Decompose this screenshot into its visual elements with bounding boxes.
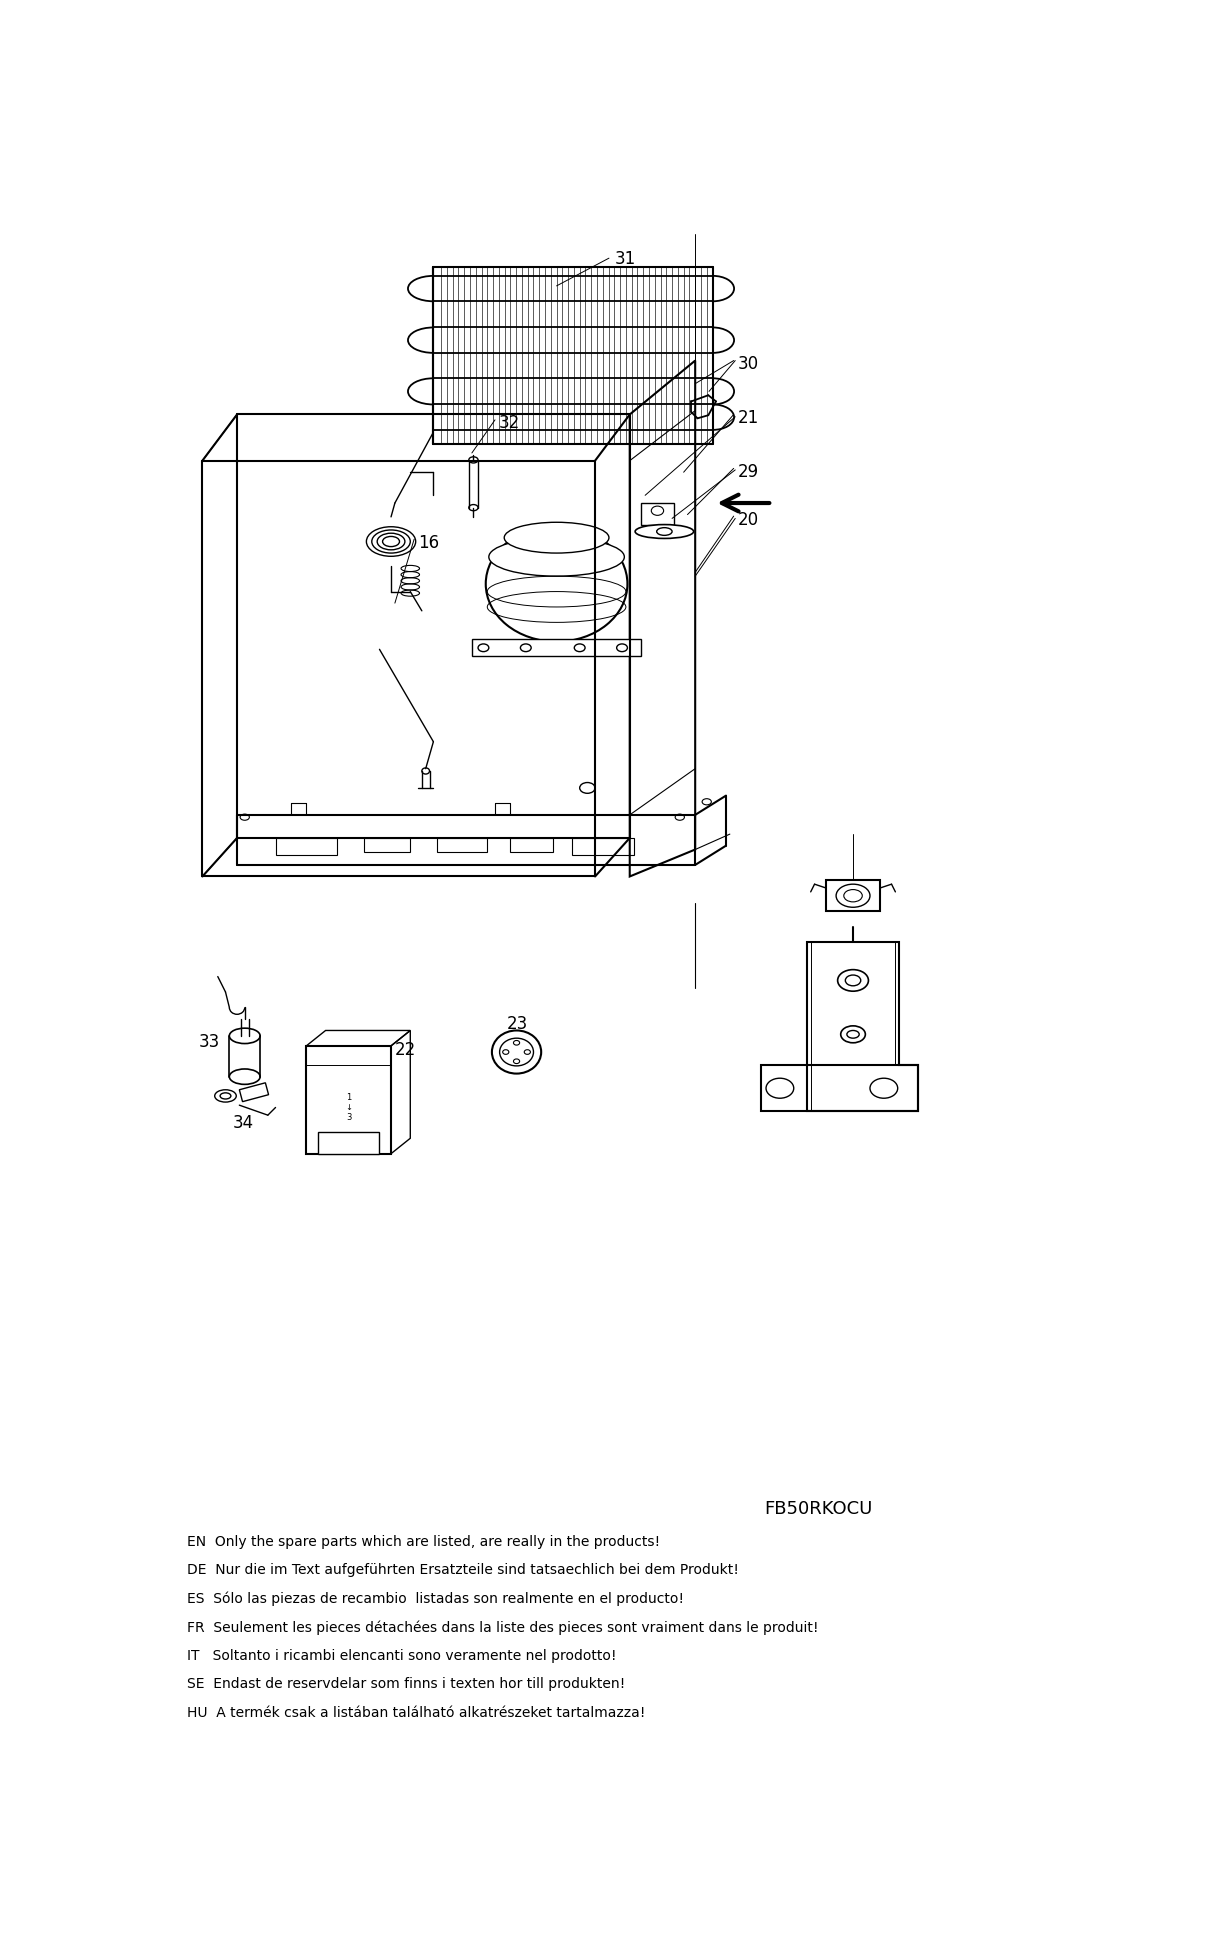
Text: FR  Seulement les pieces détachées dans la liste des pieces sont vraiment dans l: FR Seulement les pieces détachées dans l… xyxy=(187,1621,818,1635)
Bar xyxy=(642,502,674,525)
Bar xyxy=(276,839,337,854)
Ellipse shape xyxy=(870,1078,898,1098)
Text: DE  Nur die im Text aufgeführten Ersatzteile sind tatsaechlich bei dem Produkt!: DE Nur die im Text aufgeführten Ersatzte… xyxy=(187,1563,739,1578)
Text: IT   Soltanto i ricambi elencanti sono veramente nel prodotto!: IT Soltanto i ricambi elencanti sono ver… xyxy=(187,1648,616,1662)
Text: 29: 29 xyxy=(737,463,758,481)
Text: 30: 30 xyxy=(737,356,758,374)
Text: EN  Only the spare parts which are listed, are really in the products!: EN Only the spare parts which are listed… xyxy=(187,1535,660,1549)
Ellipse shape xyxy=(492,1031,541,1074)
Text: 32: 32 xyxy=(499,414,521,432)
Ellipse shape xyxy=(524,1049,530,1055)
Bar xyxy=(364,839,410,852)
Ellipse shape xyxy=(478,644,489,652)
Text: SE  Endast de reservdelar som finns i texten hor till produkten!: SE Endast de reservdelar som finns i tex… xyxy=(187,1677,625,1691)
Text: ES  Sólo las piezas de recambio  listadas son realmente en el producto!: ES Sólo las piezas de recambio listadas … xyxy=(187,1592,684,1605)
Bar xyxy=(511,839,552,852)
Ellipse shape xyxy=(845,975,861,987)
Ellipse shape xyxy=(579,782,595,794)
Ellipse shape xyxy=(214,1090,236,1101)
Bar xyxy=(472,640,642,656)
Text: 33: 33 xyxy=(198,1033,219,1051)
Ellipse shape xyxy=(513,1041,519,1045)
Ellipse shape xyxy=(766,1078,794,1098)
Ellipse shape xyxy=(652,506,664,516)
Ellipse shape xyxy=(657,527,673,535)
Ellipse shape xyxy=(838,969,869,991)
Bar xyxy=(437,839,488,852)
Ellipse shape xyxy=(220,1094,230,1099)
Text: 34: 34 xyxy=(233,1113,255,1133)
Ellipse shape xyxy=(521,644,532,652)
Ellipse shape xyxy=(575,644,586,652)
Text: 1
↓
3: 1 ↓ 3 xyxy=(345,1092,353,1123)
Text: 20: 20 xyxy=(737,510,758,529)
Ellipse shape xyxy=(846,1031,859,1037)
Text: FB50RKOCU: FB50RKOCU xyxy=(764,1500,873,1518)
Ellipse shape xyxy=(489,537,625,576)
Text: HU  A termék csak a listában található alkatrészeket tartalmazza!: HU A termék csak a listában található al… xyxy=(187,1707,646,1720)
Text: 21: 21 xyxy=(737,409,758,426)
Ellipse shape xyxy=(505,522,609,553)
Ellipse shape xyxy=(840,1026,865,1043)
Ellipse shape xyxy=(500,1037,534,1066)
Ellipse shape xyxy=(229,1068,260,1084)
Bar xyxy=(318,1133,380,1154)
Ellipse shape xyxy=(837,883,870,907)
Ellipse shape xyxy=(229,1027,260,1043)
Ellipse shape xyxy=(616,644,627,652)
Bar xyxy=(572,839,633,854)
Text: 31: 31 xyxy=(615,251,636,269)
Ellipse shape xyxy=(486,525,627,642)
Ellipse shape xyxy=(513,1059,519,1064)
Bar xyxy=(239,1082,268,1101)
Text: 22: 22 xyxy=(394,1041,416,1059)
Bar xyxy=(826,880,880,911)
Ellipse shape xyxy=(502,1049,508,1055)
Ellipse shape xyxy=(844,889,862,901)
Ellipse shape xyxy=(635,525,693,539)
Bar xyxy=(306,1045,391,1154)
Ellipse shape xyxy=(421,769,430,775)
Text: 23: 23 xyxy=(507,1016,528,1033)
Text: 16: 16 xyxy=(418,533,439,553)
